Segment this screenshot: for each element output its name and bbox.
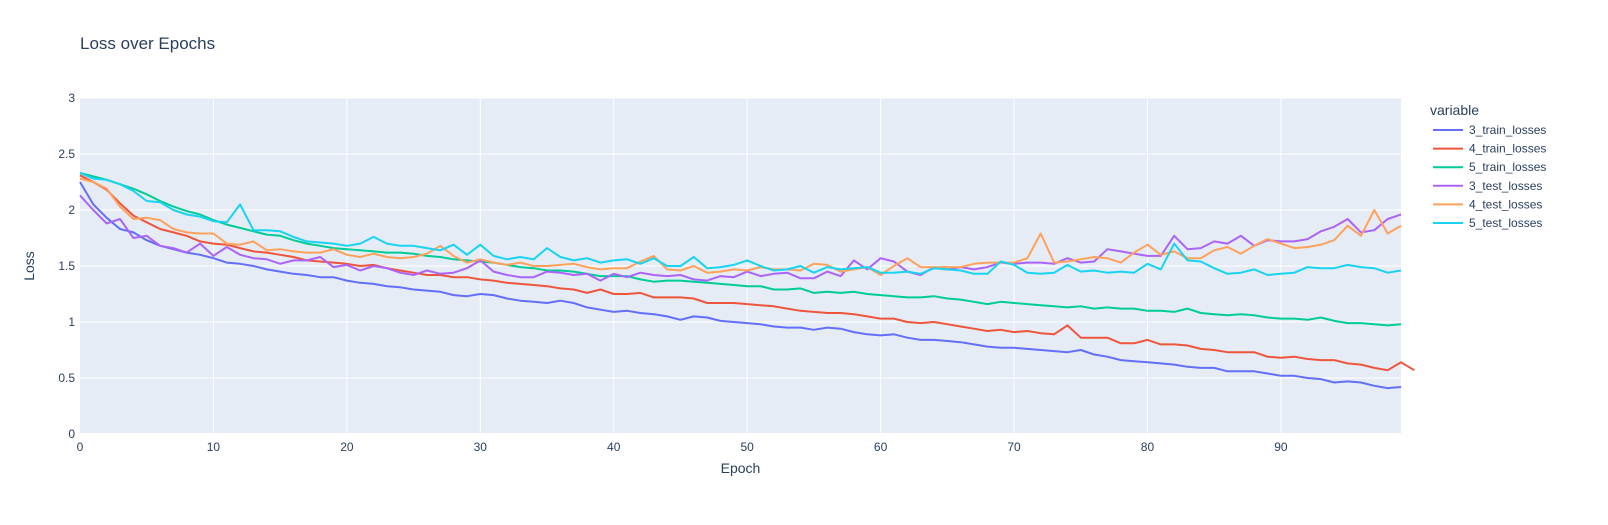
x-tick-label: 20: [340, 440, 354, 454]
x-tick-label: 0: [77, 440, 84, 454]
legend-item[interactable]: 4_train_losses: [1433, 142, 1546, 156]
y-tick-label: 1: [68, 315, 75, 329]
x-tick-label: 80: [1141, 440, 1155, 454]
legend-label: 4_train_losses: [1469, 142, 1546, 156]
x-tick-label: 60: [874, 440, 888, 454]
legend-item[interactable]: 4_test_losses: [1433, 197, 1542, 211]
x-axis-ticks: 0 10 20 30 40 50 60 70 80 90: [77, 440, 1288, 454]
legend[interactable]: variable 3_train_losses 4_train_losses 5_t…: [1430, 102, 1546, 230]
legend-item[interactable]: 5_train_losses: [1433, 160, 1546, 174]
x-tick-label: 70: [1007, 440, 1021, 454]
legend-title: variable: [1430, 102, 1479, 118]
legend-label: 3_test_losses: [1469, 179, 1542, 193]
series-line-4_test_losses: [79, 177, 1402, 276]
legend-label: 5_train_losses: [1469, 160, 1546, 174]
series-line-5_train_losses: [79, 172, 1402, 327]
y-axis-ticks: 0 0.5 1 1.5 2 2.5 3: [58, 91, 75, 441]
y-tick-label: 1.5: [58, 259, 75, 273]
series-line-5_test_losses: [79, 172, 1402, 276]
y-tick-label: 2.5: [58, 147, 75, 161]
legend-label: 3_train_losses: [1469, 123, 1546, 137]
x-tick-label: 30: [474, 440, 488, 454]
legend-label: 5_test_losses: [1469, 216, 1542, 230]
series-line-4_train_losses: [79, 174, 1415, 372]
x-tick-label: 10: [207, 440, 221, 454]
legend-label: 4_test_losses: [1469, 197, 1542, 211]
x-tick-label: 40: [607, 440, 621, 454]
chart-title: Loss over Epochs: [80, 34, 215, 53]
y-tick-label: 2: [68, 203, 75, 217]
y-tick-label: 0.5: [58, 371, 75, 385]
series-line-3_train_losses: [79, 181, 1402, 390]
x-tick-label: 90: [1274, 440, 1288, 454]
legend-item[interactable]: 5_test_losses: [1433, 216, 1542, 230]
x-tick-label: 50: [740, 440, 754, 454]
series-line-3_test_losses: [79, 194, 1402, 282]
x-axis-title: Epoch: [721, 460, 761, 476]
y-axis-title: Loss: [21, 251, 37, 281]
legend-item[interactable]: 3_test_losses: [1433, 179, 1542, 193]
y-tick-label: 3: [68, 91, 75, 105]
y-tick-label: 0: [68, 427, 75, 441]
series-lines: [79, 172, 1415, 390]
legend-item[interactable]: 3_train_losses: [1433, 123, 1546, 137]
